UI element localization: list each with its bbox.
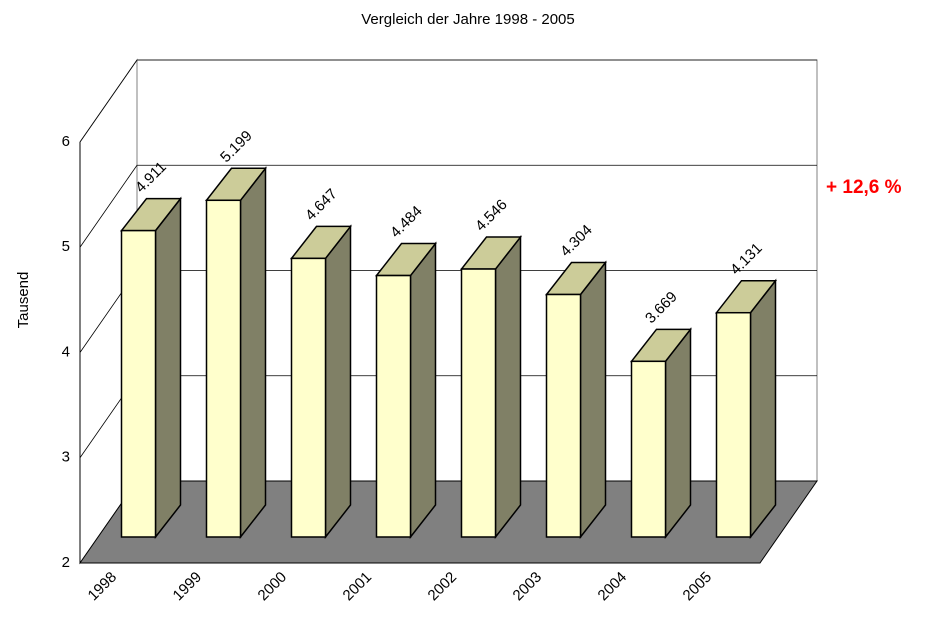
bar-side [579,260,607,540]
bar-side [409,241,437,540]
x-tick-label: 2002 [425,569,461,605]
chart-title: Vergleich der Jahre 1998 - 2005 [361,11,574,28]
annotation: + 12,6 % [826,177,902,198]
bar [715,311,752,538]
bar [630,360,667,538]
bar-side [664,327,692,540]
bar [545,293,582,538]
bar [205,199,242,538]
bar [375,274,412,538]
grid-line [79,59,817,143]
bar-side [239,166,267,540]
y-tick-label: 6 [62,133,70,150]
y-tick-label: 2 [62,554,70,571]
bar [290,257,327,538]
x-tick-label: 2000 [255,569,291,605]
y-tick-label: 4 [62,343,70,360]
x-tick-label: 2005 [680,569,716,605]
bar [460,268,497,538]
bar [120,229,157,538]
grid-line [79,164,817,248]
x-tick-label: 2004 [595,569,631,605]
floor [79,480,818,564]
bar-side [324,224,352,540]
x-tick-label: 1999 [170,569,206,605]
x-tick-label: 1998 [85,569,121,605]
y-axis-label: Tausend [15,272,32,329]
x-tick-label: 2003 [510,569,546,605]
y-tick-label: 3 [62,449,70,466]
y-tick-label: 5 [62,238,70,255]
bar-side [494,234,522,540]
bar-side [154,196,182,540]
x-tick-label: 2001 [340,569,376,605]
bar-side [749,278,777,540]
